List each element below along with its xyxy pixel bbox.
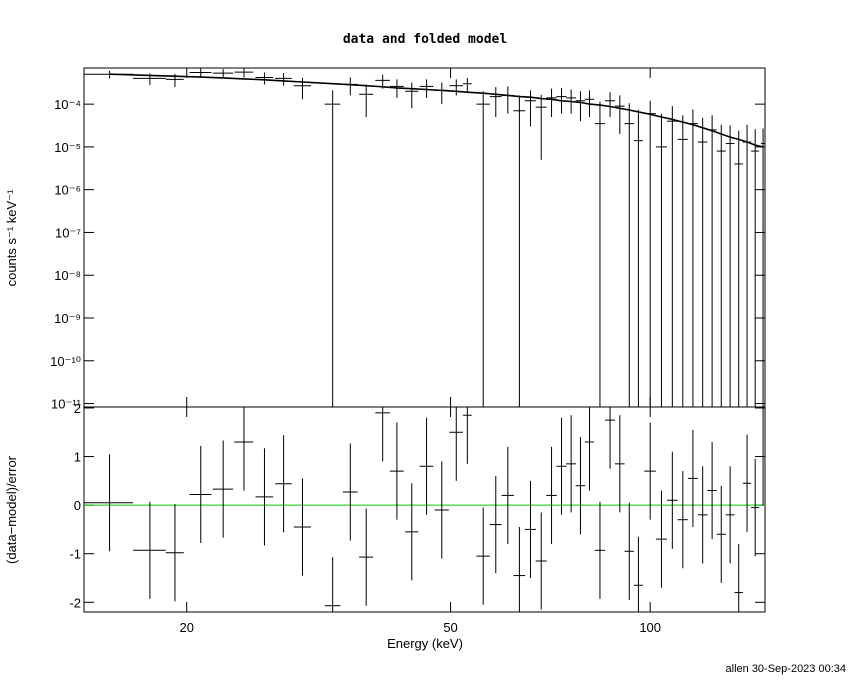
- footer: allen 30-Sep-2023 00:34: [726, 663, 846, 675]
- y-axis-label: (data−model)/error: [4, 455, 19, 564]
- y-tick-label: 10⁻¹⁰: [50, 354, 81, 369]
- x-axis-label: Energy (keV): [387, 636, 463, 651]
- y-tick-label: -1: [69, 547, 81, 562]
- data-layer: [84, 407, 765, 612]
- plot-frame: [83, 406, 766, 613]
- x-tick-label: 100: [639, 620, 661, 635]
- y-tick-label: 1: [74, 450, 81, 465]
- y-tick-label: 2: [74, 401, 81, 416]
- x-tick-label: 50: [443, 620, 457, 635]
- y-axis-label: counts s⁻¹ keV⁻¹: [4, 189, 19, 286]
- y-tick-label: 10⁻⁹: [54, 311, 81, 326]
- plot-frame: [83, 67, 766, 408]
- y-tick-label: 0: [74, 498, 81, 513]
- data-layer: [84, 68, 765, 407]
- y-tick-label: 10⁻⁷: [55, 225, 81, 240]
- y-tick-label: -2: [69, 595, 81, 610]
- chart-title: data and folded model: [343, 32, 507, 47]
- y-tick-label: 10⁻¹¹: [51, 397, 82, 412]
- model-line: [109, 73, 764, 148]
- y-tick-label: 10⁻⁸: [54, 268, 81, 283]
- y-tick-label: 10⁻⁵: [54, 140, 81, 155]
- y-tick-label: 10⁻⁴: [54, 97, 81, 112]
- y-tick-label: 10⁻⁶: [54, 183, 81, 198]
- x-tick-label: 20: [179, 620, 193, 635]
